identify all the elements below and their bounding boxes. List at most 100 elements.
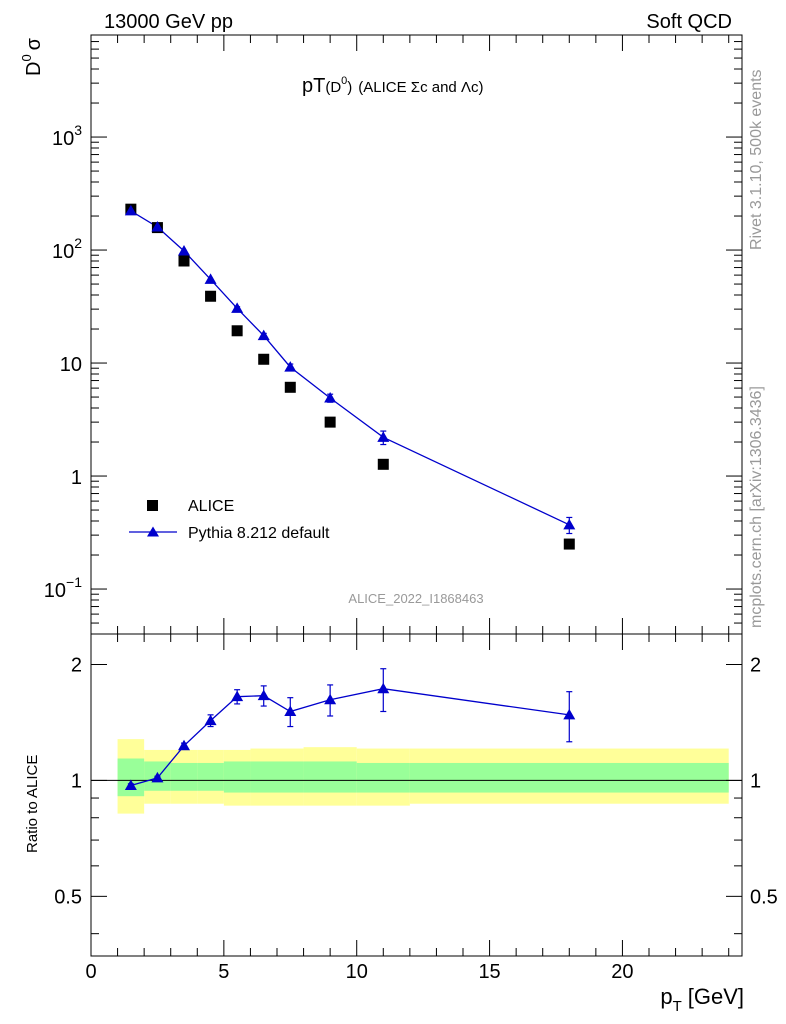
main-ytick-label: 10−1: [44, 574, 82, 602]
legend-data-marker: [147, 500, 158, 511]
plot-title-sup: 0: [341, 75, 347, 87]
legend: ALICE Pythia 8.212 default: [129, 498, 330, 542]
ytick-base: 10: [52, 241, 74, 263]
ytick-base: 1: [71, 467, 82, 489]
ratio-mc-point: [178, 739, 190, 751]
analysis-watermark: ALICE_2022_I1868463: [348, 591, 483, 606]
ratio-mc-point: [257, 689, 270, 701]
ylabel-sup: 0: [19, 54, 34, 61]
ratio-band-inner: [303, 761, 357, 793]
main-axis-ticks: [90, 34, 742, 635]
ratio-mc-point: [231, 690, 244, 702]
ytick-base: 10: [44, 580, 66, 602]
rivet-label: Rivet 3.1.10, 500k events: [748, 69, 765, 250]
mc-point: [178, 245, 190, 256]
category-label: Soft QCD: [646, 11, 732, 33]
plot-title: pT(D0) (ALICE Σc and Λc): [302, 75, 483, 97]
ratio-band-inner: [170, 762, 198, 791]
ratio-band-inner: [117, 758, 145, 797]
alice-point: [205, 290, 217, 302]
ytick-exponent: −1: [66, 574, 82, 590]
ytick-base: 10: [52, 128, 74, 150]
alice-point: [324, 416, 336, 428]
ratio-band-inner: [277, 761, 304, 793]
ratio-mc-point: [563, 708, 576, 720]
alice-point: [377, 458, 389, 470]
ratio-ytick-label-right: 0.5: [750, 886, 778, 908]
ratio-band-inner: [197, 762, 224, 791]
legend-mc-label: Pythia 8.212 default: [188, 525, 330, 542]
alice-point: [563, 538, 575, 550]
x-tick-label: 15: [478, 961, 500, 983]
plot-title-paren-open: (D: [325, 79, 341, 96]
ratio-mc-point: [284, 705, 297, 716]
legend-mc-marker: [147, 526, 159, 537]
ratio-ytick-label-right: 1: [750, 770, 761, 792]
ratio-band-inner: [356, 762, 410, 793]
mc-point: [563, 518, 576, 530]
main-ytick-label: 1: [71, 467, 82, 489]
mc-point: [124, 204, 137, 216]
ratio-mc-point: [151, 771, 164, 783]
ratio-band-inner: [223, 761, 251, 793]
main-plot-area: [124, 203, 576, 550]
ratio-axis-ticks: [90, 634, 742, 956]
mcplots-label: mcplots.cern.ch [arXiv:1306.3436]: [748, 386, 765, 628]
main-ytick-label: 103: [52, 122, 82, 150]
mc-point: [151, 220, 164, 232]
ratio-ytick-label-left: 0.5: [54, 886, 82, 908]
xlabel-sub: T: [673, 998, 682, 1015]
ratio-mc-line: [130, 688, 570, 787]
x-tick-label: 10: [346, 961, 368, 983]
xlabel-main: p: [660, 984, 672, 1009]
main-ytick-label: 10: [60, 354, 82, 376]
ratio-band-inner: [409, 762, 729, 793]
plot-title-main: pT: [302, 75, 325, 97]
ytick-exponent: 3: [74, 122, 82, 138]
mc-point: [284, 361, 297, 372]
ytick-exponent: 2: [74, 235, 82, 251]
ratio-mc-point: [377, 682, 390, 694]
ylabel-rest: σ: [23, 37, 45, 50]
xlabel-unit: [GeV]: [688, 984, 744, 1009]
main-frame: [90, 34, 743, 635]
alice-point: [284, 381, 296, 393]
ratio-ylabel: Ratio to ALICE: [24, 755, 41, 853]
x-tick-labels: 0 5 10 15 20: [85, 961, 633, 983]
x-tick-label: 5: [218, 961, 229, 983]
ratio-mc-point: [204, 714, 217, 726]
plot-title-rest: (ALICE Σc and Λc): [358, 79, 483, 96]
mc-line: [130, 210, 570, 526]
ratio-frame: [90, 633, 743, 957]
plot-title-paren-close: ): [347, 79, 352, 96]
ratio-ytick-label-right: 2: [750, 654, 761, 676]
ratio-ytick-label-left: 1: [71, 770, 82, 792]
mc-point: [231, 302, 244, 313]
energy-label: 13000 GeV pp: [104, 11, 233, 33]
alice-point: [258, 353, 270, 365]
mc-point: [257, 329, 270, 341]
alice-point: [231, 325, 243, 337]
ylabel-main: D: [23, 62, 45, 76]
main-ylabel: D0 σ: [19, 37, 45, 76]
main-ytick-label: 102: [52, 235, 82, 263]
x-tick-label: 20: [611, 961, 633, 983]
ratio-panel: 0.5 0.5 1 1 2 2 Ratio to ALICE: [24, 633, 778, 957]
ratio-plot-area: [91, 668, 742, 814]
ratio-mc-point: [324, 693, 337, 705]
ratio-ytick-labels: 0.5 0.5 1 1 2 2: [54, 654, 778, 908]
mc-point: [377, 431, 390, 442]
x-axis-label: pT [GeV]: [660, 984, 744, 1015]
mc-point: [204, 273, 217, 284]
legend-data-label: ALICE: [188, 498, 234, 515]
ratio-band-inner: [250, 761, 277, 793]
alice-point: [178, 255, 190, 267]
ratio-mc-point: [124, 779, 137, 791]
mc-point: [324, 392, 337, 403]
ratio-ytick-label-left: 2: [71, 654, 82, 676]
x-tick-label: 0: [85, 961, 96, 983]
ytick-base: 10: [60, 354, 82, 376]
